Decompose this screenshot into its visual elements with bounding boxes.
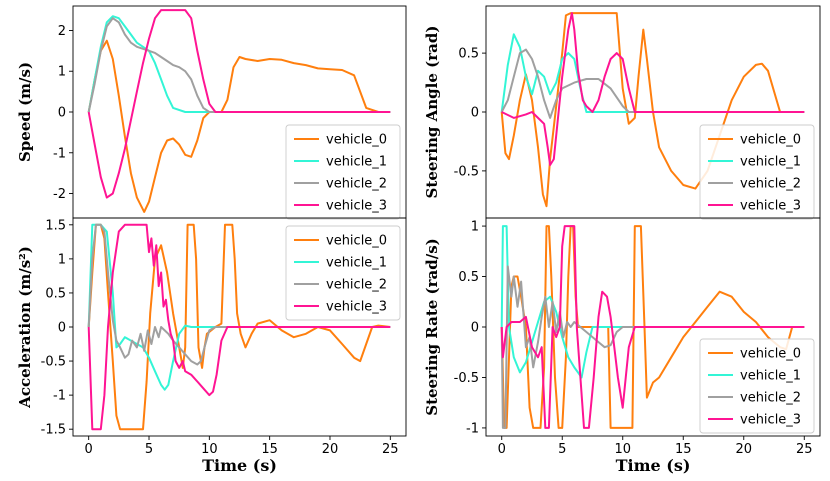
legend-label: vehicle_0	[740, 133, 801, 148]
legend: vehicle_0 vehicle_1 vehicle_2 vehicle_3	[285, 225, 401, 321]
series-line-vehicle-0	[500, 12, 805, 208]
legend-label: vehicle_1	[326, 256, 387, 271]
y-tick-label: -1	[53, 389, 66, 404]
legend-label: vehicle_0	[326, 234, 387, 249]
legend-label: vehicle_0	[326, 133, 387, 148]
series-line-vehicle-2	[87, 17, 391, 113]
y-tick-label: 1	[58, 65, 66, 80]
legend-label: vehicle_1	[740, 155, 801, 170]
series-line-vehicle-1	[500, 33, 805, 113]
y-axis-label: Steering Angle (rad)	[423, 26, 441, 199]
legend-label: vehicle_2	[740, 177, 801, 192]
legend: vehicle_0 vehicle_1 vehicle_2 vehicle_3	[699, 124, 815, 220]
y-tick-label: 0.5	[458, 270, 479, 285]
y-tick-label: -1.5	[41, 423, 66, 438]
y-tick-label: -2	[53, 187, 66, 202]
series-line-vehicle-3	[87, 223, 391, 431]
y-tick-label: 0	[58, 321, 66, 336]
x-axis-label: Time (s)	[616, 456, 691, 475]
series-line-vehicle-3	[500, 225, 805, 429]
y-tick-label: 1.5	[45, 218, 66, 233]
x-axis-label: Time (s)	[202, 456, 277, 475]
y-tick-label: 2	[58, 24, 66, 39]
x-tick-label: 15	[675, 442, 692, 457]
series-line-vehicle-1	[500, 225, 805, 379]
series-line-vehicle-3	[501, 12, 805, 166]
y-tick-label: -0.5	[454, 164, 479, 179]
x-tick-label: 0	[85, 442, 93, 457]
legend-label: vehicle_3	[740, 199, 801, 214]
legend: vehicle_0 vehicle_1 vehicle_2 vehicle_3	[699, 338, 815, 434]
legend-label: vehicle_2	[326, 177, 387, 192]
series-line-vehicle-2	[500, 48, 805, 119]
legend-label: vehicle_1	[740, 369, 801, 384]
y-tick-label: 0	[471, 106, 479, 121]
x-tick-label: 20	[735, 442, 752, 457]
legend-label: vehicle_2	[740, 391, 801, 406]
legend-box	[699, 338, 815, 434]
x-tick-label: 25	[382, 442, 399, 457]
y-axis-label: Steering Rate (rad/s)	[423, 238, 441, 416]
y-tick-label: 1	[471, 220, 479, 235]
series-line-vehicle-1	[87, 15, 391, 113]
x-tick-label: 10	[614, 442, 631, 457]
x-tick-label: 0	[498, 442, 506, 457]
series-line-vehicle-2	[500, 265, 805, 429]
legend-label: vehicle_1	[326, 155, 387, 170]
legend-label: vehicle_3	[740, 413, 801, 428]
y-tick-label: -0.5	[454, 371, 479, 386]
y-tick-label: -0.5	[41, 355, 66, 370]
y-axis-label: Speed (m/s)	[16, 62, 34, 162]
series-line-vehicle-3	[87, 9, 391, 199]
legend-box	[699, 124, 815, 220]
legend-label: vehicle_0	[740, 347, 801, 362]
x-tick-label: 25	[796, 442, 813, 457]
x-tick-label: 5	[558, 442, 566, 457]
x-tick-label: 10	[201, 442, 218, 457]
y-tick-label: 0.5	[458, 47, 479, 62]
series-line-vehicle-0	[87, 39, 391, 213]
y-tick-label: 0	[471, 321, 479, 336]
y-axis-label: Acceleration (m/s²)	[16, 246, 34, 409]
y-tick-label: 0.5	[45, 286, 66, 301]
legend-box	[285, 225, 401, 321]
y-tick-label: -1	[466, 421, 479, 436]
x-tick-label: 20	[322, 442, 339, 457]
x-tick-label: 5	[145, 442, 153, 457]
y-tick-label: 0	[58, 106, 66, 121]
legend-label: vehicle_3	[326, 199, 387, 214]
y-tick-label: -1	[53, 146, 66, 161]
series-line-vehicle-2	[87, 223, 391, 366]
x-tick-label: 15	[261, 442, 278, 457]
legend: vehicle_0 vehicle_1 vehicle_2 vehicle_3	[285, 124, 401, 220]
legend-label: vehicle_2	[326, 278, 387, 293]
chart-panel-3: -1.5 -1 -0.5 0 0.5 1 1.5 0 5 10 15 20 25 Acceleration…	[16, 217, 407, 475]
y-tick-label: 1	[58, 252, 66, 267]
series-line-vehicle-1	[87, 223, 391, 391]
legend-label: vehicle_3	[326, 300, 387, 315]
legend-box	[285, 124, 401, 220]
